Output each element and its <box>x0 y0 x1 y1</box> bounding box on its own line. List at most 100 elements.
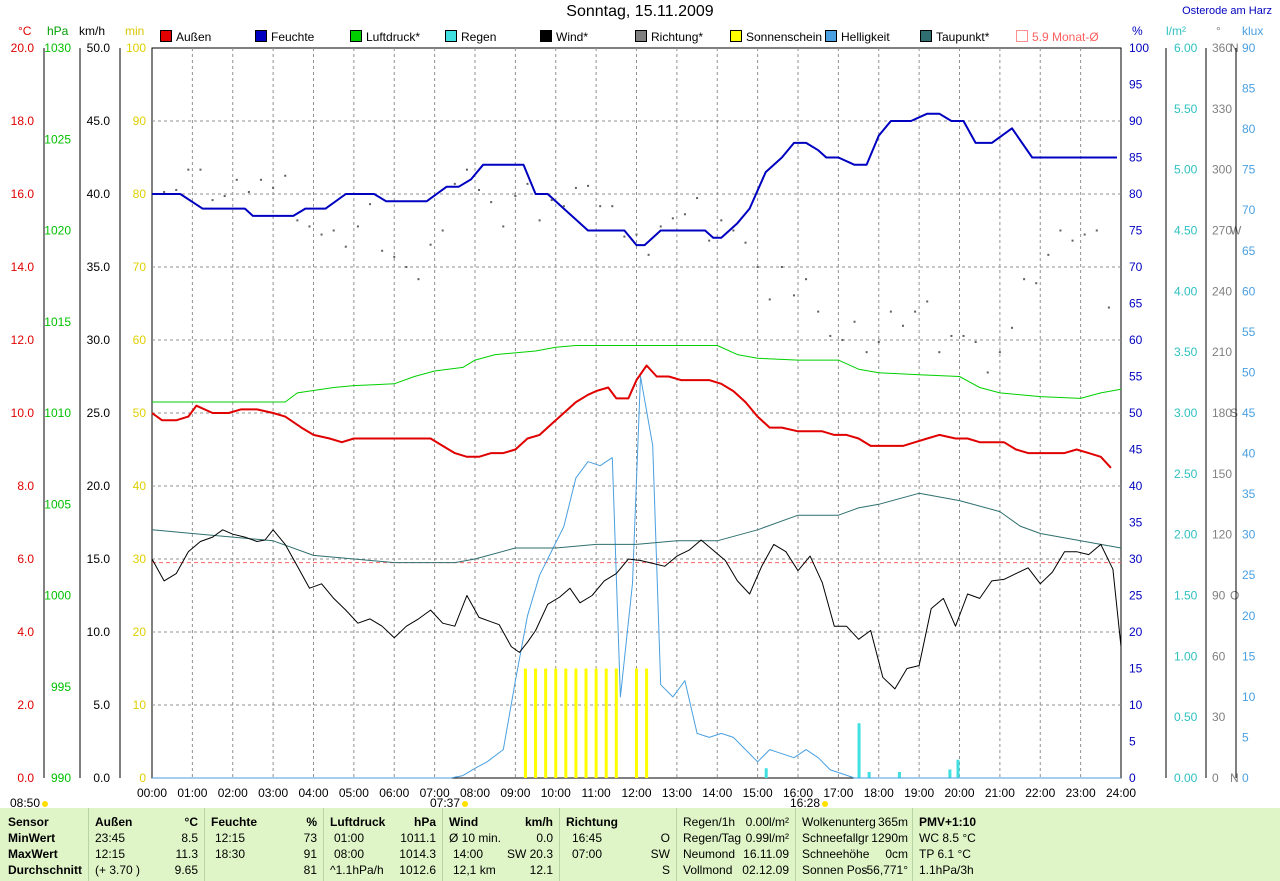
stats-label: Regen/1h <box>683 815 736 829</box>
stats-value: 0.99l/m² <box>745 831 789 845</box>
direction-point <box>344 245 347 248</box>
stats-header-label: Richtung <box>566 815 618 829</box>
wind_kmh-tick-label: 15.0 <box>87 552 111 566</box>
legend-label: Feuchte <box>271 30 315 44</box>
direction_deg-tick-label: 240 <box>1212 284 1232 298</box>
legend-item: Regen <box>445 30 496 44</box>
rain_lm2-tick-label: 2.50 <box>1174 467 1198 481</box>
direction-point <box>1083 233 1086 236</box>
direction-point <box>950 334 953 337</box>
humidity_pct-tick-label: 45 <box>1129 443 1143 457</box>
compass-label: N <box>1230 41 1239 55</box>
stats-row-label: MaxWert <box>8 847 58 861</box>
rain-bar <box>867 771 871 778</box>
day-length-value: 08:50 <box>10 796 41 810</box>
sunshine-bar <box>604 668 608 778</box>
x-tick-label: 22:00 <box>1025 786 1055 800</box>
chart-lines <box>151 112 1122 779</box>
stats-col-feuchte: Feuchte% 12:15 73 18:30 91 81 <box>205 808 324 881</box>
pressure_hpa-tick-label: 1010 <box>44 406 71 420</box>
stats-col-pmv: PMV+1:10 WC 8.5 °C TP 6.1 °C 1.1hPa/3h <box>913 808 1033 881</box>
humidity_pct-tick-label: 35 <box>1129 516 1143 530</box>
stats-time: 18:30 <box>215 847 246 861</box>
legend-label: Sonnenschein <box>746 30 823 44</box>
pressure_hpa-tick-label: 1005 <box>44 497 71 511</box>
stats-header-label: Wind <box>449 815 479 829</box>
direction-point <box>247 190 250 193</box>
x-tick-label: 00:00 <box>137 786 167 800</box>
direction-point <box>1010 326 1013 329</box>
temp_c-tick-label: 10.0 <box>11 406 35 420</box>
wind_kmh-tick-label: 25.0 <box>87 406 111 420</box>
temp-unit-label: °C <box>18 24 32 38</box>
stats-unit: % <box>306 815 317 829</box>
stats-time: 07:00 <box>572 847 603 861</box>
temp_c-tick-label: 12.0 <box>11 333 35 347</box>
sun_min-tick-label: 100 <box>126 41 146 55</box>
direction-point <box>841 339 844 341</box>
direction-point <box>332 229 335 232</box>
compass-label: O <box>1230 589 1239 603</box>
direction-point <box>163 190 166 193</box>
legend-item: Luftdruck* <box>350 30 420 44</box>
pressure_hpa-tick-label: 1000 <box>44 589 71 603</box>
x-tick-label: 05:00 <box>339 786 369 800</box>
stats-header-label: Außen <box>95 815 133 829</box>
x-tick-label: 19:00 <box>904 786 934 800</box>
legend-item: Taupunkt* <box>920 30 989 44</box>
direction-point <box>308 225 311 228</box>
direction-point <box>393 255 396 258</box>
chart-bars <box>523 668 960 778</box>
stats-table: Sensor MinWert MaxWert Durchschnitt Auße… <box>0 808 1280 881</box>
temp_c-tick-label: 8.0 <box>17 479 34 493</box>
stats-value: 91 <box>303 847 317 861</box>
direction-point <box>708 239 711 242</box>
sun_min-tick-label: 60 <box>133 333 147 347</box>
wind_kmh-tick-label: 45.0 <box>87 114 111 128</box>
stats-value: 81 <box>303 863 317 877</box>
direction-point <box>211 199 214 202</box>
stats-value: 1012.6 <box>399 863 436 877</box>
stats-value: 0cm <box>885 847 908 861</box>
stats-time: 23:45 <box>95 831 126 845</box>
direction_deg-tick-label: 60 <box>1212 649 1226 663</box>
rain_lm2-tick-label: 3.00 <box>1174 406 1198 420</box>
sunrise-value: 07:37 <box>430 796 461 810</box>
sun_min-tick-label: 70 <box>133 260 147 274</box>
rain-bar <box>857 723 861 778</box>
direction-point <box>199 168 202 171</box>
direction-point <box>998 351 1001 354</box>
x-tick-label: 04:00 <box>298 786 328 800</box>
chart-axes: 00:00 01:00 02:00 03:00 04:00 05:00 06:00 07:00… <box>11 41 1256 800</box>
stats-value: 1011.1 <box>400 831 436 845</box>
legend-label: Wind* <box>556 30 589 44</box>
direction-point <box>805 278 808 281</box>
brightness_klux-tick-label: 5 <box>1242 730 1249 744</box>
rain_lm2-tick-label: 0.50 <box>1174 710 1198 724</box>
x-tick-label: 18:00 <box>864 786 894 800</box>
humidity_pct-tick-label: 25 <box>1129 589 1143 603</box>
humidity_pct-tick-label: 90 <box>1129 114 1143 128</box>
legend-swatch <box>350 30 362 42</box>
x-tick-label: 11:00 <box>582 786 611 800</box>
sun_min-tick-label: 90 <box>133 114 147 128</box>
rain-bar <box>764 768 768 778</box>
sun_min-tick-label: 0 <box>139 771 146 785</box>
direction-point <box>381 249 384 252</box>
humidity_pct-tick-label: 95 <box>1129 78 1143 92</box>
x-tick-label: 14:00 <box>702 786 732 800</box>
x-tick-label: 24:00 <box>1106 786 1136 800</box>
wind_kmh-tick-label: 10.0 <box>87 625 111 639</box>
wind_kmh-tick-label: 30.0 <box>87 333 111 347</box>
direction-point <box>1047 253 1050 256</box>
wind_kmh-tick-label: 35.0 <box>87 260 111 274</box>
stats-value: SW <box>650 847 670 861</box>
stats-header-label: Luftdruck <box>330 815 386 829</box>
stats-label: Neumond <box>683 847 736 861</box>
pressure_hpa-tick-label: 1030 <box>44 41 71 55</box>
x-tick-label: 21:00 <box>985 786 1015 800</box>
temp_c-tick-label: 14.0 <box>11 260 35 274</box>
series-line-feuchte <box>152 112 1117 247</box>
x-tick-label: 20:00 <box>944 786 974 800</box>
humidity_pct-tick-label: 10 <box>1129 698 1143 712</box>
